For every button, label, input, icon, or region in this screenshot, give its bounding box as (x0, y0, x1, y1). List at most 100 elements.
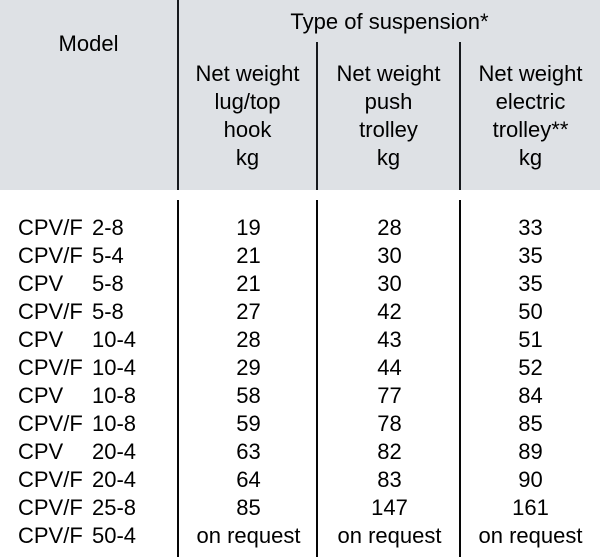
model-prefix: CPV (18, 271, 64, 296)
lug-top-hook-cell: 59 (236, 411, 261, 436)
column-header-electric-trolley: Net weight electric trolley** kg (461, 60, 600, 172)
column-header-unit: kg (235, 145, 260, 170)
table-row: CPV/F 50-4 on request on request on reque… (0, 522, 600, 550)
model-prefix: CPV/F (18, 411, 83, 436)
model-cell: CPV/F 5-8 (0, 299, 179, 325)
push-trolley-cell: 44 (377, 355, 402, 380)
model-size: 5-8 (92, 271, 124, 296)
model-size: 50-4 (92, 523, 137, 548)
electric-trolley-cell: on request (478, 523, 583, 548)
model-cell: CPV/F 50-4 (0, 523, 179, 549)
push-trolley-cell: on request (337, 523, 442, 548)
model-column-header: Model (0, 0, 177, 190)
electric-trolley-cell: 51 (518, 327, 543, 352)
electric-trolley-cell: 52 (518, 355, 543, 380)
column-divider-model-header (177, 0, 179, 190)
model-prefix: CPV/F (18, 523, 83, 548)
table-row: CPV/F 20-4 64 83 90 (0, 466, 600, 494)
push-trolley-cell: 30 (377, 243, 402, 268)
electric-trolley-cell: 35 (518, 243, 543, 268)
model-prefix: CPV (18, 439, 64, 464)
model-size: 10-8 (92, 383, 137, 408)
model-cell: CPV/F 5-4 (0, 243, 179, 269)
model-prefix: CPV/F (18, 215, 83, 240)
column-header-line: push (364, 89, 413, 114)
model-size: 5-8 (92, 299, 124, 324)
column-divider-push-body (316, 200, 318, 557)
electric-trolley-cell: 33 (518, 215, 543, 240)
model-prefix: CPV/F (18, 355, 83, 380)
electric-trolley-cell: 90 (518, 467, 543, 492)
column-divider-push-header (316, 42, 318, 190)
lug-top-hook-cell: 21 (236, 243, 261, 268)
lug-top-hook-cell: 85 (236, 495, 261, 520)
model-prefix: CPV (18, 327, 64, 352)
model-prefix: CPV/F (18, 467, 83, 492)
column-header-line: electric (495, 89, 566, 114)
push-trolley-cell: 77 (377, 383, 402, 408)
model-prefix: CPV (18, 383, 64, 408)
model-cell: CPV/F 10-8 (0, 411, 179, 437)
model-prefix: CPV/F (18, 299, 83, 324)
model-size: 20-4 (92, 467, 137, 492)
suspension-group-title: Type of suspension* (290, 9, 489, 34)
column-header-line: Net weight (195, 61, 300, 86)
push-trolley-cell: 82 (377, 439, 402, 464)
electric-trolley-cell: 35 (518, 271, 543, 296)
push-trolley-cell: 147 (371, 495, 408, 520)
model-cell: CPV 5-8 (0, 271, 179, 297)
model-size: 10-4 (92, 355, 137, 380)
push-trolley-cell: 42 (377, 299, 402, 324)
electric-trolley-cell: 85 (518, 411, 543, 436)
push-trolley-cell: 43 (377, 327, 402, 352)
model-size: 25-8 (92, 495, 137, 520)
column-header-unit: kg (376, 145, 401, 170)
column-divider-model-body (177, 200, 179, 557)
column-divider-electric-body (459, 200, 461, 557)
push-trolley-cell: 30 (377, 271, 402, 296)
table-row: CPV 20-4 63 82 89 (0, 438, 600, 466)
model-prefix: CPV/F (18, 243, 83, 268)
push-trolley-cell: 28 (377, 215, 402, 240)
table-header: Model Type of suspension* Net weight lug… (0, 0, 600, 190)
model-cell: CPV/F 25-8 (0, 495, 179, 521)
table-row: CPV/F 10-8 59 78 85 (0, 410, 600, 438)
model-header-label: Model (58, 31, 119, 56)
lug-top-hook-cell: 19 (236, 215, 261, 240)
table-row: CPV/F 2-8 19 28 33 (0, 214, 600, 242)
electric-trolley-cell: 84 (518, 383, 543, 408)
push-trolley-cell: 78 (377, 411, 402, 436)
column-header-unit: kg (518, 145, 543, 170)
lug-top-hook-cell: 27 (236, 299, 261, 324)
lug-top-hook-cell: 63 (236, 439, 261, 464)
column-header-line: trolley (359, 117, 418, 142)
table-row: CPV/F 25-8 85 147 161 (0, 494, 600, 522)
lug-top-hook-cell: 58 (236, 383, 261, 408)
electric-trolley-cell: 50 (518, 299, 543, 324)
lug-top-hook-cell: on request (196, 523, 301, 548)
push-trolley-cell: 83 (377, 467, 402, 492)
model-size: 10-4 (92, 327, 137, 352)
table-row: CPV 5-8 21 30 35 (0, 270, 600, 298)
column-header-line: hook (223, 117, 272, 142)
model-cell: CPV/F 10-4 (0, 355, 179, 381)
electric-trolley-cell: 89 (518, 439, 543, 464)
model-size: 5-4 (92, 243, 124, 268)
table-row: CPV/F 5-4 21 30 35 (0, 242, 600, 270)
model-prefix: CPV/F (18, 495, 83, 520)
model-cell: CPV 10-4 (0, 327, 179, 353)
electric-trolley-cell: 161 (512, 495, 549, 520)
model-cell: CPV 20-4 (0, 439, 179, 465)
model-cell: CPV/F 2-8 (0, 215, 179, 241)
lug-top-hook-cell: 21 (236, 271, 261, 296)
model-cell: CPV/F 20-4 (0, 467, 179, 493)
column-header-line: Net weight (336, 61, 441, 86)
lug-top-hook-cell: 29 (236, 355, 261, 380)
model-size: 20-4 (92, 439, 137, 464)
column-header-lug-top-hook: Net weight lug/top hook kg (179, 60, 316, 172)
column-header-push-trolley: Net weight push trolley kg (318, 60, 459, 172)
lug-top-hook-cell: 64 (236, 467, 261, 492)
column-header-line: trolley** (492, 117, 569, 142)
column-header-line: lug/top (214, 89, 281, 114)
